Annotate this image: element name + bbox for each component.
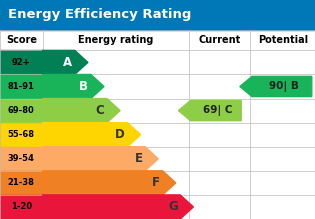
Text: D: D	[115, 128, 125, 141]
Text: Score: Score	[6, 35, 37, 45]
Text: 90| B: 90| B	[268, 81, 298, 92]
Bar	[0, 147, 43, 171]
Bar	[0, 195, 43, 219]
Text: 1-20: 1-20	[11, 202, 32, 212]
Polygon shape	[178, 101, 241, 121]
Text: 92+: 92+	[12, 58, 31, 67]
Text: A: A	[63, 56, 72, 69]
Text: 21-38: 21-38	[8, 178, 35, 187]
Text: E: E	[135, 152, 142, 165]
Polygon shape	[43, 171, 176, 195]
Text: Energy rating: Energy rating	[78, 35, 153, 45]
Bar	[0, 123, 43, 147]
Polygon shape	[240, 76, 312, 97]
Text: C: C	[96, 104, 105, 117]
Bar	[0, 99, 43, 123]
Polygon shape	[43, 123, 140, 147]
Bar	[0, 74, 43, 99]
Text: B: B	[79, 80, 88, 93]
Bar	[0, 0, 315, 30]
Polygon shape	[43, 99, 120, 123]
Text: Energy Efficiency Rating: Energy Efficiency Rating	[8, 8, 191, 21]
Text: 39-54: 39-54	[8, 154, 35, 163]
Text: 69-80: 69-80	[8, 106, 35, 115]
Text: 69| C: 69| C	[203, 105, 232, 116]
Bar	[0, 171, 43, 195]
Polygon shape	[43, 74, 104, 99]
Polygon shape	[43, 195, 193, 219]
Text: Current: Current	[198, 35, 241, 45]
Polygon shape	[43, 50, 88, 74]
Text: G: G	[168, 200, 178, 214]
Bar	[0, 50, 43, 74]
Text: Potential: Potential	[258, 35, 308, 45]
Text: 81-91: 81-91	[8, 82, 35, 91]
Text: F: F	[152, 176, 160, 189]
Polygon shape	[43, 147, 158, 171]
Text: 55-68: 55-68	[8, 130, 35, 139]
